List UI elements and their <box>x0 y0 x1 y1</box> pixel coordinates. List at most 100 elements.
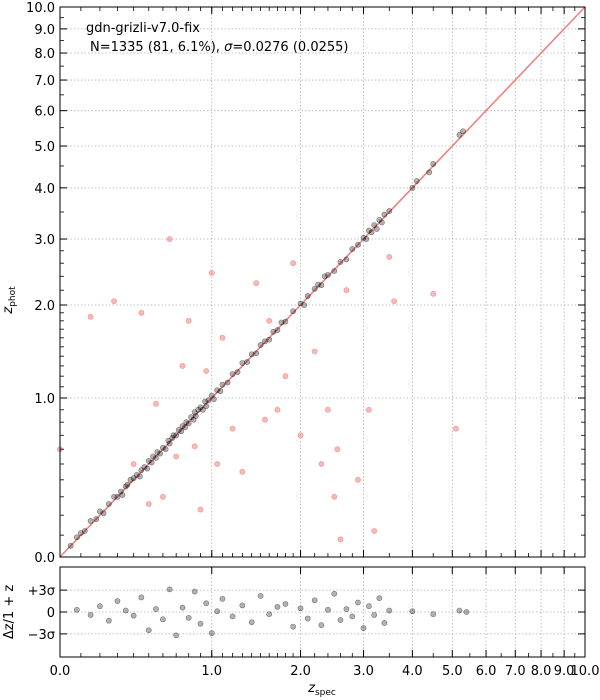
outlier-point <box>239 468 246 475</box>
outlier-point <box>391 298 398 305</box>
outlier-point <box>355 476 361 483</box>
residual-point <box>248 619 255 626</box>
data-point <box>153 455 159 461</box>
outlier-point <box>197 506 204 513</box>
data-point <box>202 398 208 405</box>
outlier-point <box>229 425 236 432</box>
data-point <box>173 432 180 439</box>
residual-y-tick-label: −3σ <box>28 628 55 643</box>
data-point <box>141 464 148 470</box>
data-point <box>229 371 236 377</box>
residual-point <box>371 612 378 618</box>
residual-point <box>160 616 166 623</box>
data-point <box>191 409 198 416</box>
x-tick-label: 9.0 <box>554 664 575 679</box>
residual-point <box>229 613 236 620</box>
data-point <box>124 481 131 488</box>
residual-point <box>274 603 281 610</box>
main-plot-frame <box>59 6 586 558</box>
data-point <box>304 293 311 299</box>
outlier-point <box>274 406 281 413</box>
data-point <box>274 327 281 333</box>
outlier-point <box>87 313 94 320</box>
x-tick-label: 2.0 <box>290 664 311 679</box>
residual-point <box>311 597 318 604</box>
residual-point <box>114 598 121 604</box>
data-point <box>111 493 117 500</box>
data-point <box>413 178 420 184</box>
outlier-point <box>153 400 159 407</box>
outlier-point <box>203 368 210 374</box>
data-point <box>214 387 221 394</box>
outlier-point <box>453 425 459 432</box>
outlier-point <box>366 406 372 413</box>
data-point <box>376 216 383 223</box>
data-point <box>114 493 121 500</box>
data-point <box>166 440 173 447</box>
chart-title: gdn-grizli-v7.0-fix <box>86 21 200 36</box>
data-point <box>266 336 273 343</box>
residual-point <box>331 590 338 597</box>
x-axis-main: z <box>307 681 316 696</box>
data-point <box>363 236 370 242</box>
x-tick-label: 1.0 <box>201 664 222 679</box>
y-axis-main: z <box>1 306 16 315</box>
subtitle-sigma: σ <box>224 40 233 55</box>
outlier-point <box>219 334 226 341</box>
y-tick-label: 9.0 <box>34 23 55 38</box>
data-point <box>371 222 378 229</box>
residual-point <box>282 601 289 607</box>
residual-point <box>219 595 226 602</box>
x-tick-label: 5.0 <box>442 664 463 679</box>
data-point <box>133 472 140 478</box>
outlier-point <box>130 461 137 467</box>
residual-point <box>105 617 112 624</box>
residual-y-tick-label: +3σ <box>28 584 55 599</box>
data-point <box>138 467 145 474</box>
data-point <box>456 131 463 138</box>
data-point <box>175 427 182 433</box>
data-point <box>77 530 84 536</box>
data-point <box>97 508 103 515</box>
residual-point <box>257 593 264 599</box>
data-point <box>105 501 112 507</box>
data-point <box>195 406 202 413</box>
residual-point <box>386 607 393 614</box>
data-point <box>122 483 129 490</box>
data-point <box>290 308 297 315</box>
y-axis-title: zphot <box>1 286 18 315</box>
data-point <box>199 406 206 413</box>
y-tick-label: 7.0 <box>34 74 55 89</box>
outlier-point <box>253 280 260 287</box>
data-point <box>162 446 169 453</box>
data-point <box>315 281 321 288</box>
residual-point <box>122 607 129 614</box>
residual-point <box>376 595 383 602</box>
residual-point <box>456 607 463 614</box>
y-tick-label: 1.0 <box>34 392 55 407</box>
outlier-point <box>325 406 331 413</box>
residual-point <box>73 606 80 613</box>
outlier-point <box>371 528 378 534</box>
residual-point <box>409 608 416 615</box>
y-axis-sub: phot <box>8 286 18 307</box>
data-point <box>373 226 380 232</box>
data-point <box>182 424 188 431</box>
x-tick-label: 6.0 <box>476 664 497 679</box>
x-tick-label: 0.0 <box>50 664 71 679</box>
data-point <box>321 273 328 280</box>
data-point <box>208 392 215 399</box>
data-point <box>185 420 192 427</box>
outlier-point <box>282 373 289 380</box>
y-tick-label: 5.0 <box>34 140 55 155</box>
residual-point <box>355 599 361 606</box>
data-point <box>170 432 177 439</box>
data-point <box>144 465 151 472</box>
residual-point <box>381 620 388 626</box>
data-point <box>262 338 268 345</box>
data-point <box>217 388 224 395</box>
y-tick-label: 2.0 <box>34 299 55 314</box>
data-point <box>127 476 134 483</box>
data-point <box>150 453 157 460</box>
data-point <box>234 369 241 375</box>
